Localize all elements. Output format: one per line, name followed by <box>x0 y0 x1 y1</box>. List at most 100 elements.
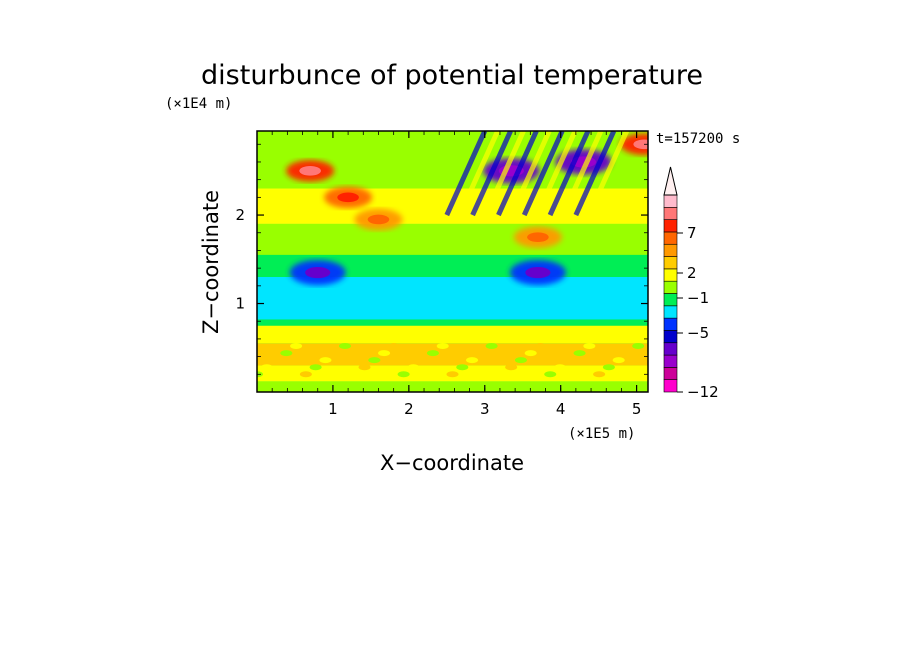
x-tick-label: 5 <box>632 400 642 418</box>
colorbar-label: −1 <box>687 289 709 307</box>
field-ripple <box>602 364 615 371</box>
field-ripple <box>544 371 557 378</box>
colorbar-swatch <box>663 280 678 294</box>
x-tick-label: 4 <box>556 400 566 418</box>
field-feature-core <box>633 139 648 150</box>
field-ripple <box>573 350 586 357</box>
y-axis: 12 <box>235 143 648 375</box>
colorbar-swatch <box>663 354 678 368</box>
colorbar-swatch <box>663 219 678 233</box>
field-band <box>257 343 648 366</box>
x-axis: 1 2 3 4 5 <box>271 131 642 418</box>
field-ripple <box>554 364 567 371</box>
field-ripple <box>338 342 351 349</box>
colorbar-swatch <box>663 342 678 356</box>
colorbar-swatch <box>663 231 678 245</box>
colorbar-swatch <box>663 194 678 208</box>
x-tick-label: 2 <box>404 400 414 418</box>
time-label: t=157200 s <box>656 131 740 147</box>
field-ripple <box>260 364 273 371</box>
field-band <box>257 223 648 255</box>
field-ripple <box>348 371 361 378</box>
field-ripple <box>270 357 283 364</box>
field-ripple <box>417 357 430 364</box>
y-tick-label: 2 <box>235 206 245 224</box>
wave-stripe <box>521 131 565 217</box>
field-ripple <box>426 350 439 357</box>
field-ripple <box>524 350 537 357</box>
x-scale-label: (×1E5 m) <box>568 426 635 442</box>
colorbar-swatch <box>663 330 678 344</box>
wave-stripe <box>586 131 630 217</box>
field-ripple <box>495 371 508 378</box>
colorbar-swatch <box>663 243 678 257</box>
colorbar-extend-arrow <box>663 166 678 196</box>
field-ripple <box>299 371 312 378</box>
field-ripple <box>378 350 391 357</box>
chart-title: disturbunce of potential temperature <box>201 60 703 91</box>
field-features <box>286 131 648 286</box>
field-ripple <box>534 342 547 349</box>
colorbar-swatch <box>663 256 678 270</box>
field-ripple <box>309 364 322 371</box>
wave-stripe <box>547 131 591 217</box>
colorbar-swatch <box>663 293 678 307</box>
field-ripple <box>563 357 576 364</box>
plot-area <box>257 131 648 392</box>
plot-frame <box>256 130 649 393</box>
field-ripple <box>612 357 625 364</box>
field-ripple <box>514 357 527 364</box>
x-tick-label: 3 <box>480 400 490 418</box>
field-ripple <box>290 342 303 349</box>
x-axis-label: X−coordinate <box>380 451 524 475</box>
wave-stripe <box>483 131 526 217</box>
field-ripple <box>358 364 371 371</box>
field-feature-core <box>305 266 331 279</box>
colorbar-swatch <box>663 268 678 282</box>
field-band <box>257 381 648 392</box>
wave-stripe <box>534 131 578 217</box>
colorbar: 7 2 −1 −5 −12 <box>663 166 719 401</box>
field-ripple <box>632 342 645 349</box>
wave-stripe <box>470 131 513 217</box>
field-feature-core <box>299 166 321 176</box>
field-ripple <box>446 371 459 378</box>
colorbar-label: −12 <box>687 383 719 401</box>
field-band <box>257 325 648 344</box>
colorbar-swatch <box>663 207 678 220</box>
field-ripple <box>466 357 479 364</box>
y-axis-label: Z−coordinate <box>199 190 223 334</box>
wave-stripe <box>496 131 539 217</box>
colorbar-label: 2 <box>687 264 697 282</box>
field-ripple <box>505 364 518 371</box>
colorbar-label: 7 <box>687 224 697 242</box>
field-ripple <box>280 350 293 357</box>
field-ripple <box>329 350 342 357</box>
wave-stripe <box>457 131 500 217</box>
field-ripple <box>368 357 381 364</box>
colorbar-label: −5 <box>687 324 709 342</box>
field-feature-core <box>527 232 549 242</box>
field-ripple <box>407 364 420 371</box>
colorbar-swatch <box>663 305 678 319</box>
field-feature-core <box>337 192 359 203</box>
field-ripple <box>475 350 488 357</box>
wave-stripe <box>509 131 552 217</box>
field-ripple <box>436 342 449 349</box>
y-tick-label: 1 <box>235 295 245 313</box>
field-ripple <box>583 342 596 349</box>
field-ripple <box>593 371 606 378</box>
wave-stripe <box>444 131 488 217</box>
field-ripple <box>485 342 498 349</box>
colorbar-swatch <box>663 379 678 393</box>
y-scale-label: (×1E4 m) <box>165 96 232 112</box>
wave-stripe <box>573 131 617 217</box>
colorbar-swatch <box>663 317 678 331</box>
field-feature-core <box>367 214 390 225</box>
field-band <box>257 319 648 326</box>
wave-stripe <box>560 131 604 217</box>
x-tick-label: 1 <box>328 400 338 418</box>
field-ripple <box>397 371 410 378</box>
field-ripple <box>319 357 332 364</box>
